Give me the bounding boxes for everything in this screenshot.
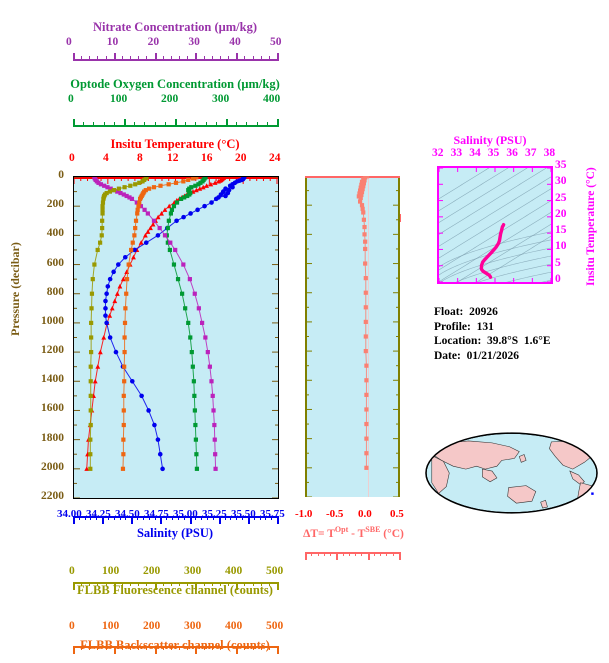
delta-t-bottom-ruler <box>305 552 401 561</box>
pressure-tick-label: 2000 <box>41 460 64 473</box>
ts-temperature-tick-label: 30 <box>555 175 567 188</box>
ts-diagram-content <box>439 168 551 282</box>
float-id-label: Float: 20926 <box>434 306 498 318</box>
float-info-block: Float: 20926 Profile: 131 Location: 39.8… <box>434 305 551 363</box>
fluorescence-axis-ruler <box>73 582 279 591</box>
salinity-axis-title: Salinity (PSU) <box>136 526 214 540</box>
ts-temperature-ticklabels: 35 30 25 20 15 10 5 0 <box>553 159 573 290</box>
pressure-tick-label: 2200 <box>41 490 64 502</box>
ts-temperature-tick-label: 20 <box>555 207 567 220</box>
fluorescence-axis-title: FLBB Fluorescence channel (counts) <box>77 583 273 597</box>
pressure-tick-label: 400 <box>46 227 64 240</box>
ts-temperature-tick-label: 10 <box>555 240 567 253</box>
salinity-axis-ruler <box>73 516 279 525</box>
pressure-tick-label: 600 <box>46 256 64 269</box>
landmass <box>518 454 527 463</box>
nitrate-axis-ticklabels: 0 10 20 30 40 50 <box>66 36 282 48</box>
ts-temperature-tick-label: 5 <box>555 256 561 269</box>
ts-salinity-axis-title: Salinity (PSU) <box>453 133 527 147</box>
pressure-tick-label: 1000 <box>41 314 64 327</box>
salinity-axis-ticklabels: 34.00 34.25 34.50 34.75 35.00 35.25 35.5… <box>57 508 285 520</box>
oxygen-axis-title: Optode Oxygen Concentration (μm/kg) <box>70 77 280 91</box>
world-map <box>424 408 599 538</box>
landmass <box>431 455 450 494</box>
profile-number-label: Profile: 131 <box>434 320 494 333</box>
fluorescence-axis-ticklabels: 0 100 200 300 400 500 <box>69 565 284 577</box>
ts-salinity-ticklabels: 32 33 34 35 36 37 38 <box>432 147 556 159</box>
nitrate-axis-title: Nitrate Concentration (μm/kg) <box>93 20 257 34</box>
oxygen-axis-ticklabels: 0 100 200 300 400 <box>68 93 281 105</box>
ts-temperature-tick-label: 0 <box>555 273 561 285</box>
pressure-tick-label: 200 <box>46 198 64 211</box>
delta-t-axis-title: ΔT= TOpt - TSBE (°C) <box>296 524 411 542</box>
pressure-tick-label: 1400 <box>41 373 64 386</box>
ts-temperature-tick-label: 25 <box>555 191 567 204</box>
location-label: Location: 39.8°S 1.6°E <box>434 335 551 347</box>
main-profile-plot[interactable] <box>73 176 279 499</box>
backscatter-axis-ticklabels: 0 100 200 300 400 500 <box>69 620 284 632</box>
backscatter-axis-title: FLBB Backscatter channel (counts) <box>80 638 270 652</box>
delta-t-title-sup1: Opt <box>334 525 349 535</box>
oxygen-axis-ruler <box>73 118 279 127</box>
pressure-axis-ticklabels: 0 200 400 600 800 1000 1200 1400 1600 1800 2000 220… <box>24 169 70 505</box>
delta-t-title-part3: (°C) <box>380 528 404 540</box>
landmass <box>432 440 520 470</box>
float-position-marker <box>591 492 594 495</box>
delta-t-curve <box>305 176 400 497</box>
landmass <box>540 499 548 509</box>
date-label: Date: 01/21/2026 <box>434 349 519 362</box>
nitrate-axis-ruler <box>73 52 279 61</box>
pressure-tick-label: 1600 <box>41 402 64 415</box>
pressure-tick-label: 0 <box>58 169 64 181</box>
temperature-axis-title: Insitu Temperature (°C) <box>110 137 240 151</box>
delta-t-title-sup2: SBE <box>365 525 381 535</box>
pressure-tick-label: 1800 <box>41 431 64 444</box>
ts-temperature-tick-label: 15 <box>555 224 567 237</box>
temperature-axis-ticklabels: 0 4 8 12 16 20 24 <box>69 152 281 164</box>
backscatter-axis-ruler <box>73 646 279 655</box>
pressure-tick-label: 800 <box>46 285 64 298</box>
world-map-container[interactable] <box>424 408 599 538</box>
profile-curves <box>74 177 278 498</box>
delta-t-title-part1: ΔT= T <box>303 528 335 540</box>
pressure-tick-label: 1200 <box>41 344 64 357</box>
landmass <box>507 485 537 504</box>
delta-t-title-part2: - T <box>348 528 366 540</box>
delta-t-axis-ticklabels: -1.0 -0.5 0.0 0.5 <box>295 508 404 520</box>
delta-t-plot[interactable] <box>305 176 400 497</box>
ts-diagram[interactable] <box>437 166 553 284</box>
ts-temperature-tick-label: 35 <box>555 159 567 171</box>
landmass <box>482 468 498 483</box>
